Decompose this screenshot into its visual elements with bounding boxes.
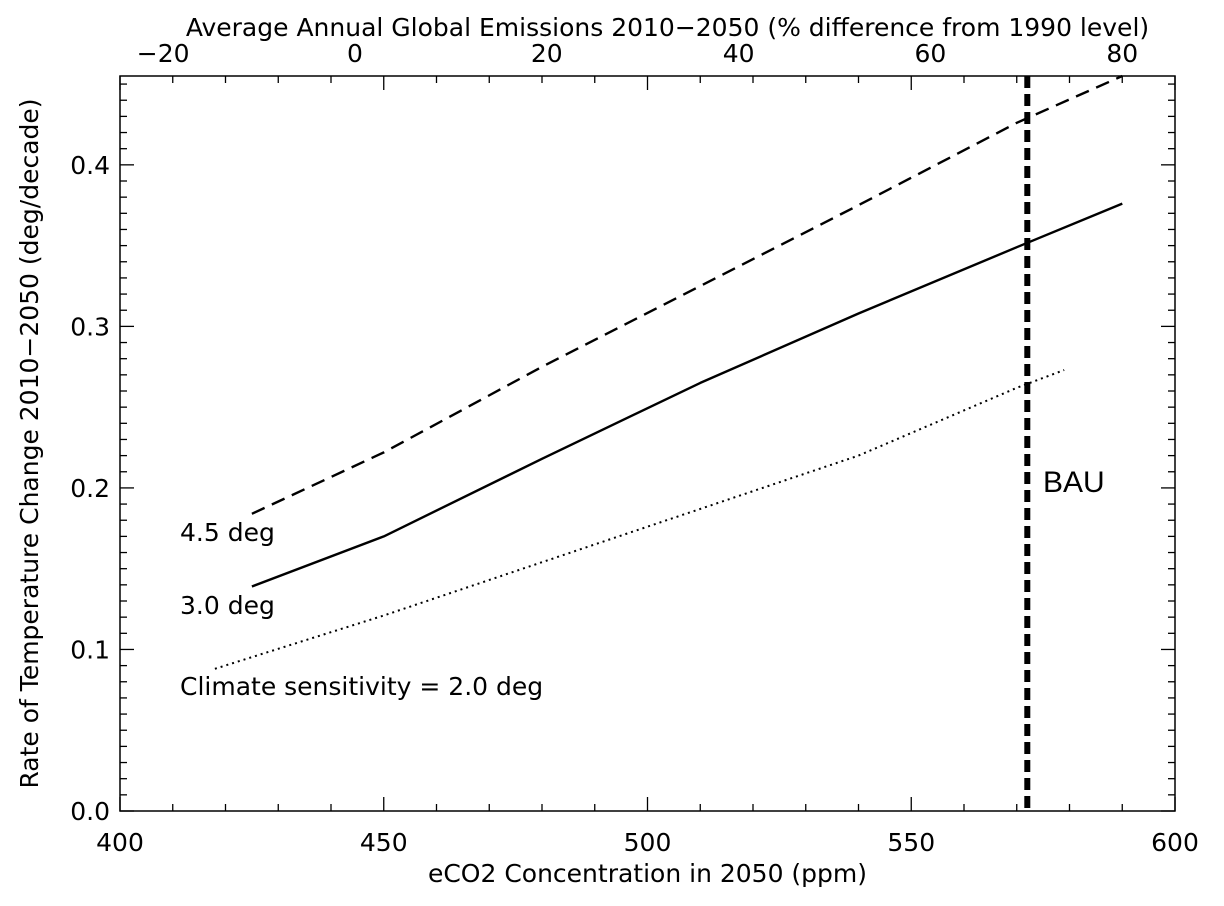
x-tick-label: 500 xyxy=(624,828,672,857)
series-line-3.0-deg xyxy=(251,202,1123,588)
y-tick-label: 0.0 xyxy=(70,797,110,826)
y-axis-title: Rate of Temperature Change 2010−2050 (de… xyxy=(15,98,44,788)
bau-label: BAU xyxy=(1043,466,1105,499)
x2-tick-label: 20 xyxy=(531,39,563,68)
top-axis-title: Average Annual Global Emissions 2010−205… xyxy=(186,13,1149,42)
x-tick-label: 450 xyxy=(360,828,408,857)
series-label-3.0-deg: 3.0 deg xyxy=(180,591,275,620)
y-tick-label: 0.1 xyxy=(70,635,110,664)
x-tick-label: 400 xyxy=(96,828,144,857)
x-tick-label: 600 xyxy=(1151,828,1199,857)
x2-tick-label: 0 xyxy=(347,39,363,68)
x2-tick-label: 60 xyxy=(915,39,947,68)
tick-labels: 400 450 500 550 600 −20 0 20 40 60 80 0.0 0.1 0.2 0.3 0… xyxy=(70,39,1199,857)
plot-frame xyxy=(119,75,1176,812)
series-line-4.5-deg xyxy=(251,74,1123,515)
series-label-2.0-deg: Climate sensitivity = 2.0 deg xyxy=(180,672,543,701)
y-tick-label: 0.2 xyxy=(70,474,110,503)
series-layer xyxy=(214,74,1123,670)
y-tick-label: 0.4 xyxy=(70,151,110,180)
x-tick-label: 550 xyxy=(887,828,935,857)
series-line-2.0-deg xyxy=(214,369,1065,670)
x2-tick-label: 80 xyxy=(1106,39,1138,68)
x-axis-title: eCO2 Concentration in 2050 (ppm) xyxy=(428,859,867,888)
x2-tick-label: 40 xyxy=(723,39,755,68)
x2-tick-label: −20 xyxy=(137,39,190,68)
series-label-4.5-deg: 4.5 deg xyxy=(180,518,275,547)
axis-ticks xyxy=(119,76,1176,812)
y-tick-label: 0.3 xyxy=(70,312,110,341)
